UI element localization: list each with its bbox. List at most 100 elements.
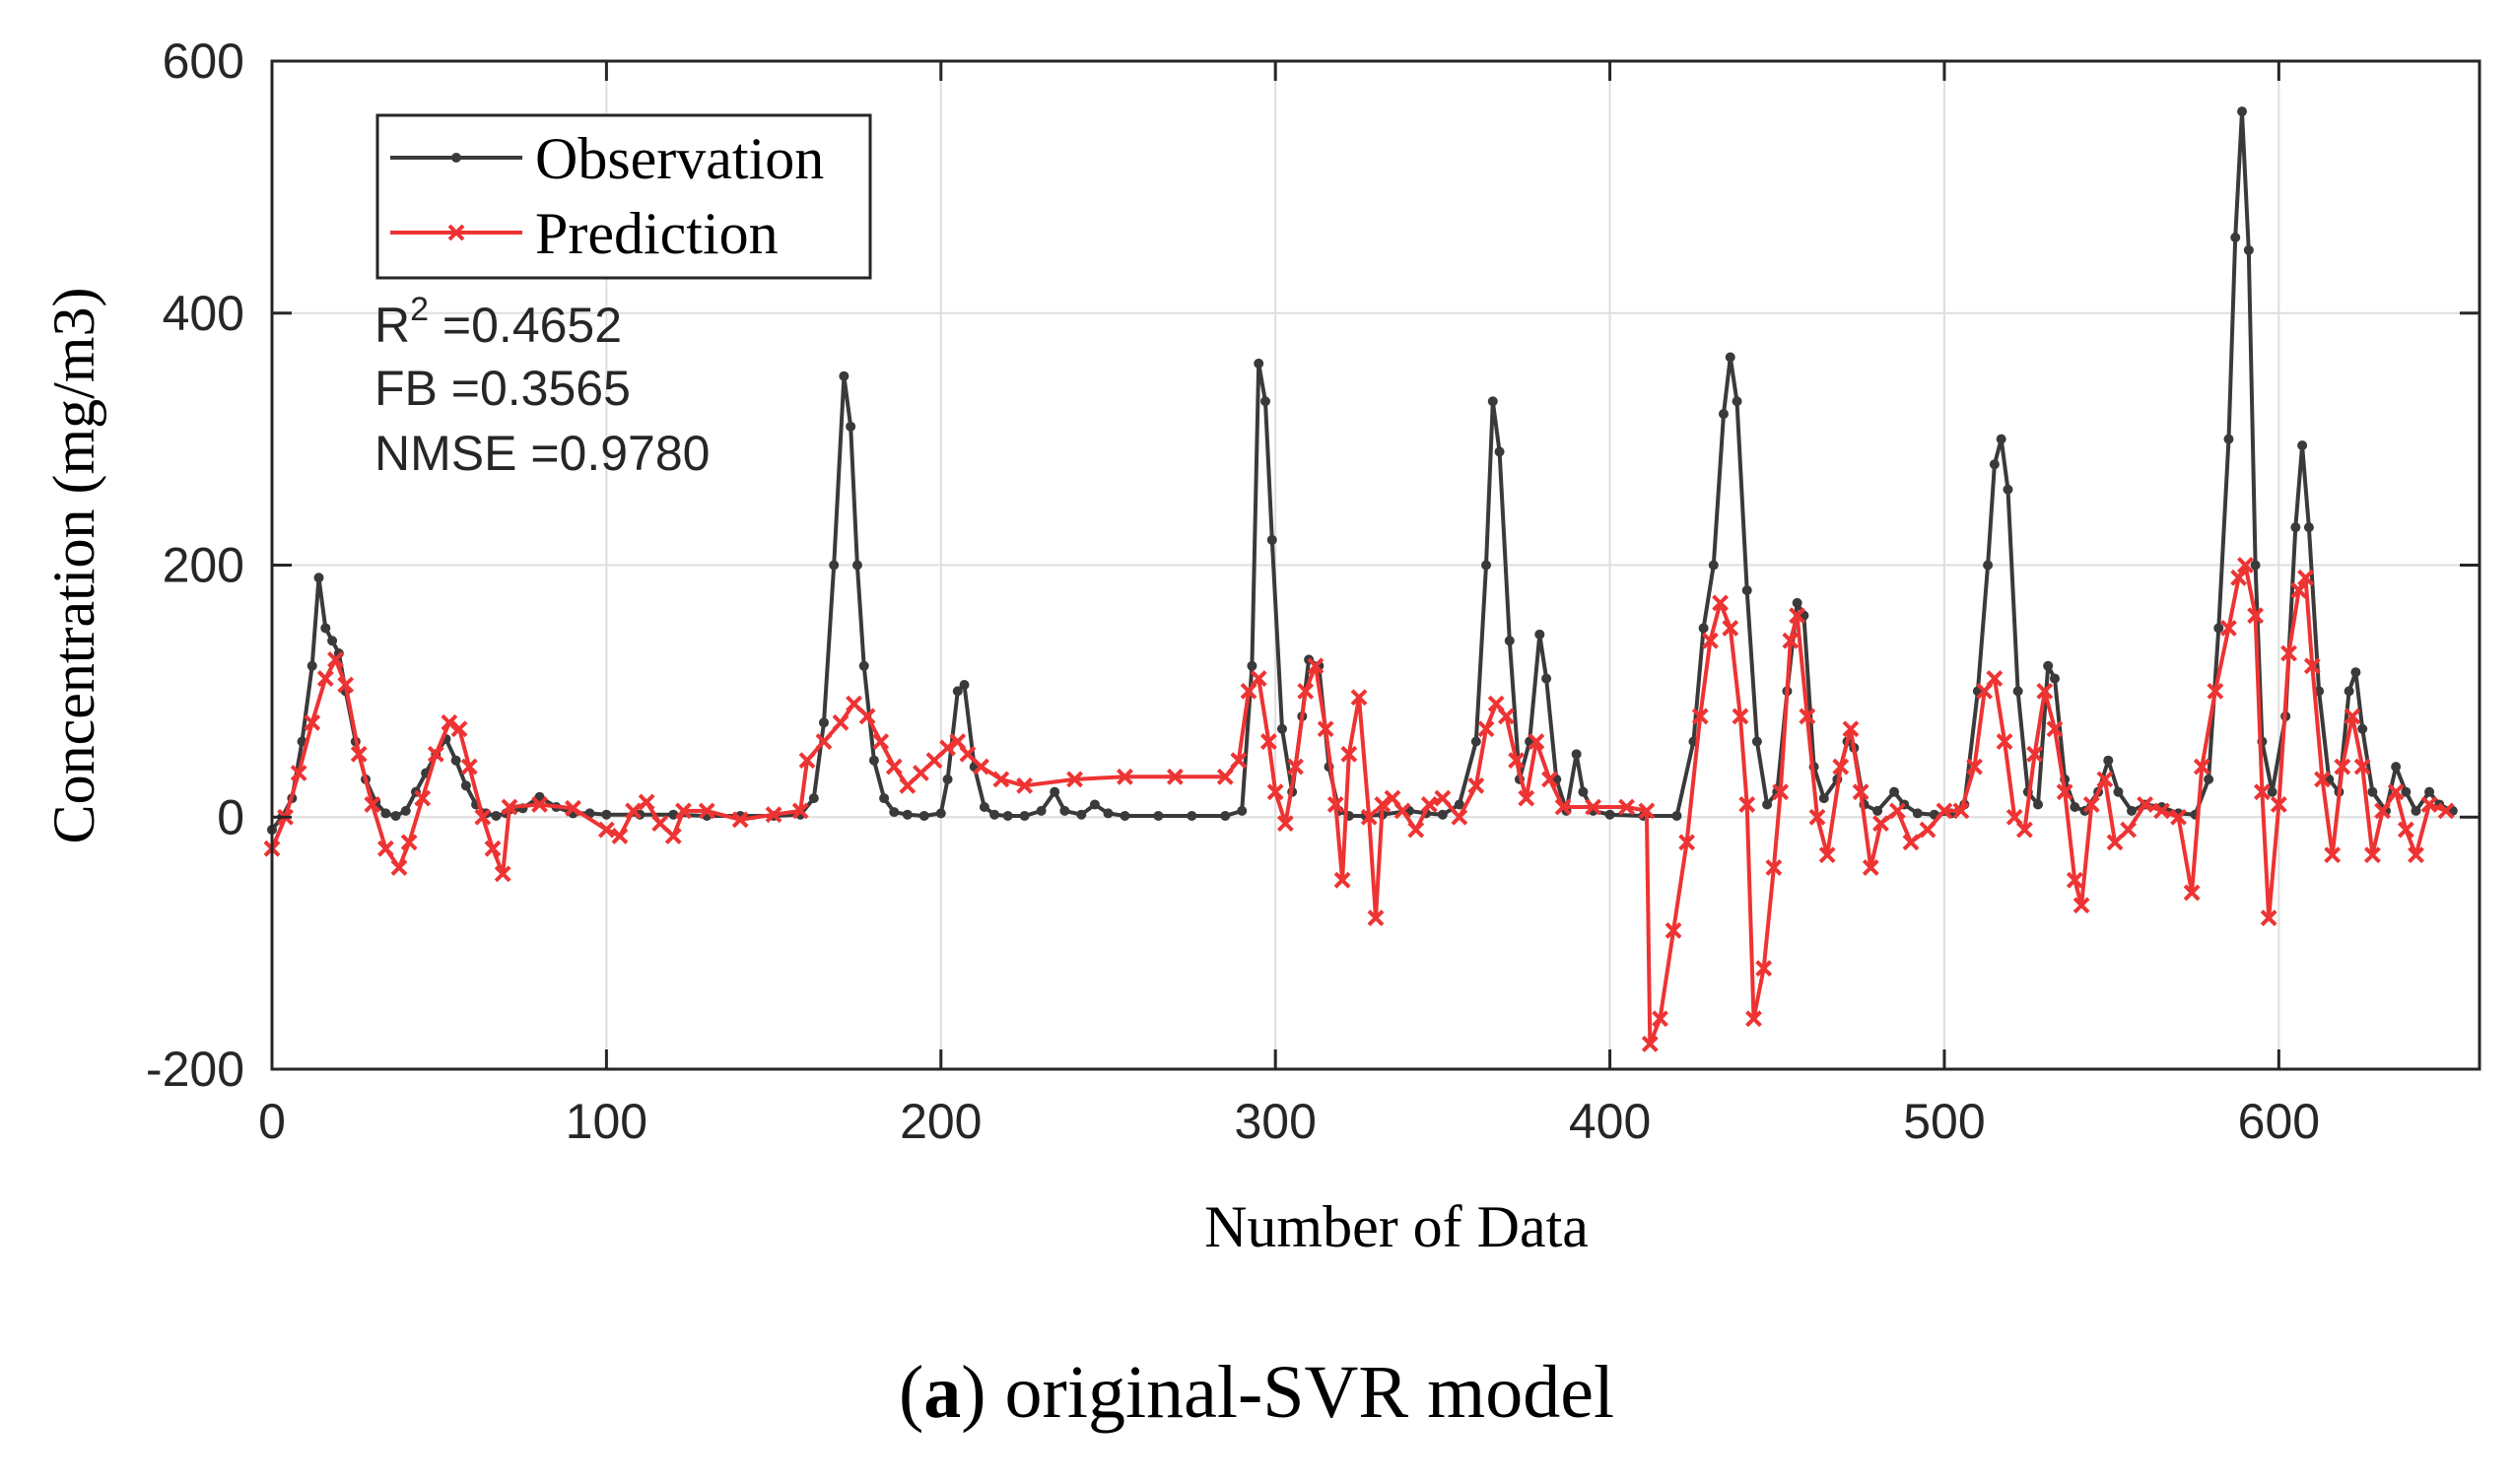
prediction-point bbox=[2260, 910, 2277, 926]
observation-point bbox=[2033, 799, 2043, 810]
observation-point bbox=[1187, 810, 1197, 821]
prediction-point bbox=[1467, 776, 1485, 794]
observation-point bbox=[959, 679, 970, 690]
r2-value: =0.4652 bbox=[429, 298, 622, 353]
prediction-point bbox=[1508, 752, 1525, 770]
observation-point bbox=[1818, 793, 1829, 804]
prediction-point bbox=[1919, 821, 1936, 839]
x-tick-label: 0 bbox=[258, 1094, 286, 1149]
prediction-point bbox=[872, 733, 890, 750]
observation-point bbox=[2250, 560, 2261, 571]
prediction-point bbox=[1230, 752, 1248, 770]
prediction-point bbox=[1755, 960, 1773, 978]
observation-point bbox=[942, 774, 953, 784]
prediction-point bbox=[2096, 771, 2114, 788]
prediction-point bbox=[992, 771, 1010, 788]
prediction-point bbox=[1367, 910, 1385, 926]
observation-point bbox=[1718, 409, 1729, 420]
prediction-point bbox=[1678, 834, 1696, 851]
observation-point bbox=[1120, 810, 1130, 821]
prediction-point bbox=[2363, 846, 2381, 864]
prediction-point bbox=[1287, 758, 1304, 776]
prediction-point bbox=[913, 765, 929, 781]
observation-point bbox=[819, 717, 829, 728]
observation-point bbox=[400, 805, 411, 816]
observation-point bbox=[1912, 808, 1923, 819]
prediction-point bbox=[1808, 808, 1826, 826]
observation-point bbox=[808, 793, 819, 804]
prediction-point bbox=[1618, 798, 1635, 816]
y-tick-label: 200 bbox=[163, 538, 244, 593]
prediction-point bbox=[2324, 846, 2342, 864]
observation-point bbox=[2424, 786, 2435, 797]
observation-point bbox=[1254, 358, 1264, 369]
observation-point bbox=[1487, 396, 1498, 407]
series-layer bbox=[263, 106, 2458, 1052]
prediction-point bbox=[2334, 758, 2351, 776]
figure-caption: (a) original-SVR model bbox=[899, 1351, 1614, 1434]
legend-observation-marker bbox=[451, 153, 461, 163]
x-tick-label: 100 bbox=[566, 1094, 647, 1149]
prediction-point bbox=[376, 840, 394, 857]
prediction-point bbox=[2082, 796, 2100, 813]
observation-point bbox=[1708, 560, 1719, 571]
observation-point bbox=[935, 808, 946, 819]
prediction-point bbox=[1434, 789, 1452, 807]
prediction-point bbox=[597, 821, 615, 839]
y-tick-label: 0 bbox=[217, 789, 244, 844]
caption-label: a bbox=[923, 1351, 961, 1434]
observation-point bbox=[1725, 352, 1735, 363]
prediction-point bbox=[2137, 796, 2154, 813]
observation-point bbox=[2213, 623, 2224, 634]
prediction-point bbox=[1732, 708, 1749, 725]
prediction-point bbox=[350, 745, 368, 763]
prediction-point bbox=[1541, 771, 1558, 788]
observation-point bbox=[2012, 686, 2023, 697]
observation-point bbox=[2344, 686, 2354, 697]
prediction-point bbox=[2016, 821, 2033, 839]
prediction-point bbox=[1665, 921, 1682, 939]
series-prediction bbox=[263, 557, 2455, 1052]
observation-point bbox=[491, 810, 502, 821]
observation-point bbox=[2350, 667, 2361, 678]
prediction-point bbox=[327, 650, 344, 668]
prediction-point bbox=[2397, 821, 2414, 839]
observation-point bbox=[1266, 534, 1277, 545]
prediction-point bbox=[2066, 871, 2083, 889]
ticks: 0 100 200 300 400 500 600 -200 0 200 400 600 bbox=[146, 34, 2480, 1149]
observation-point bbox=[306, 660, 317, 671]
prediction-point bbox=[1872, 815, 1889, 833]
prediction-point bbox=[1862, 858, 1879, 876]
observation-point bbox=[1454, 799, 1464, 810]
x-tick-label: 200 bbox=[900, 1094, 982, 1149]
prediction-point bbox=[858, 708, 876, 725]
prediction-point bbox=[1936, 802, 1953, 820]
prediction-point bbox=[2290, 581, 2308, 599]
observation-point bbox=[2391, 762, 2402, 773]
observation-point bbox=[2401, 786, 2412, 797]
prediction-point bbox=[2344, 708, 2361, 725]
observation-point bbox=[1470, 736, 1481, 747]
caption-text: ) original-SVR model bbox=[961, 1351, 1614, 1434]
observation-point bbox=[2103, 755, 2114, 766]
prediction-point bbox=[2026, 745, 2044, 763]
observation-point bbox=[2223, 434, 2234, 444]
prediction-point bbox=[973, 758, 989, 776]
prediction-point bbox=[494, 865, 511, 883]
prediction-point bbox=[2374, 802, 2391, 820]
prediction-point bbox=[304, 713, 321, 731]
prediction-point bbox=[1889, 802, 1906, 820]
prediction-point bbox=[2153, 802, 2170, 820]
prediction-point bbox=[2220, 620, 2237, 637]
prediction-point bbox=[1297, 682, 1315, 700]
observation-point bbox=[1698, 623, 1709, 634]
prediction-point bbox=[899, 776, 917, 794]
prediction-point bbox=[1259, 733, 1277, 750]
prediction-point bbox=[2072, 897, 2090, 914]
observation-point bbox=[1481, 560, 1491, 571]
prediction-point bbox=[1652, 1010, 1668, 1028]
observation-point bbox=[858, 660, 869, 671]
x-tick-label: 300 bbox=[1234, 1094, 1316, 1149]
legend-prediction-label: Prediction bbox=[535, 201, 779, 266]
observation-point bbox=[390, 810, 401, 821]
